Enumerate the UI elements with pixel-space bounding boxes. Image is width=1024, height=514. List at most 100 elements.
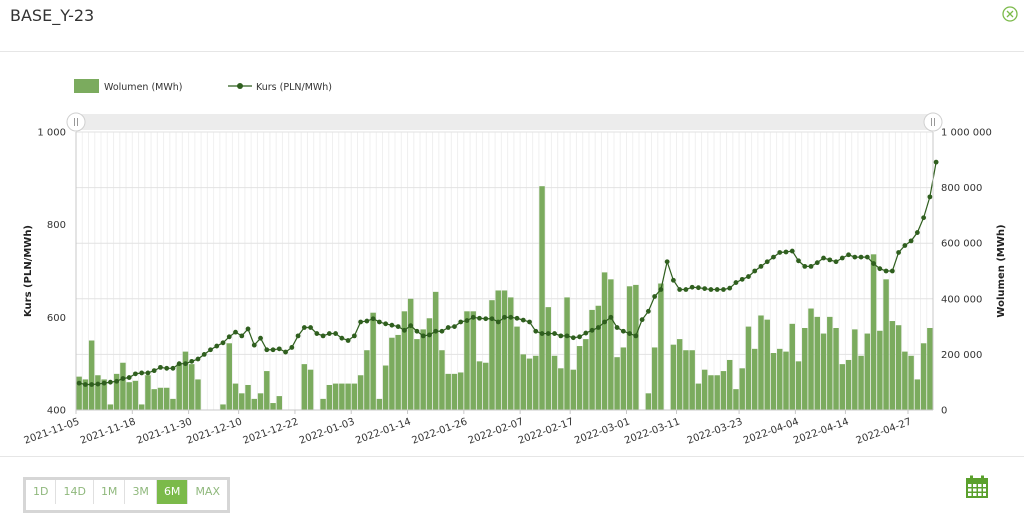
volume-bar xyxy=(608,279,614,410)
navigator-grip-icon xyxy=(931,118,935,126)
volume-bar xyxy=(908,355,914,410)
price-point xyxy=(333,331,339,336)
volume-bar xyxy=(326,384,333,410)
y-right-tick-label: 800 000 xyxy=(941,183,982,194)
volume-bar xyxy=(533,355,539,410)
price-point xyxy=(645,308,651,314)
volume-bar xyxy=(701,369,708,410)
x-tick-label: 2022-01-03 xyxy=(298,416,356,446)
price-point xyxy=(314,331,320,336)
volume-bar xyxy=(370,312,376,410)
volume-bar xyxy=(138,404,145,410)
price-point xyxy=(133,371,138,377)
range-button-14d[interactable]: 14D xyxy=(56,480,94,504)
volume-bar xyxy=(595,305,602,410)
price-point xyxy=(270,347,276,353)
price-point xyxy=(783,249,789,255)
y-right-tick-label: 600 000 xyxy=(941,239,982,250)
price-point xyxy=(170,365,176,371)
volume-bar xyxy=(877,330,883,410)
volume-bar xyxy=(232,383,239,410)
y-left-tick-label: 400 xyxy=(47,406,66,417)
x-tick-label: 2021-11-05 xyxy=(23,416,81,446)
volume-bar xyxy=(113,373,120,410)
x-tick-label: 2022-04-27 xyxy=(855,416,913,446)
y-left-tick-label: 600 xyxy=(47,313,66,324)
price-point xyxy=(614,325,620,330)
price-point xyxy=(908,238,914,244)
y-right-tick-label: 400 000 xyxy=(941,294,982,305)
price-point xyxy=(251,342,257,348)
volume-bar xyxy=(783,351,789,410)
price-point xyxy=(833,259,839,265)
volume-bar xyxy=(620,347,627,410)
price-point xyxy=(470,314,476,320)
price-point xyxy=(639,317,645,323)
volume-bar xyxy=(376,398,383,410)
price-point xyxy=(383,321,389,327)
volume-bar xyxy=(151,389,157,410)
price-point xyxy=(495,319,501,325)
price-point xyxy=(721,287,726,292)
volume-bar xyxy=(601,272,608,410)
volume-bar xyxy=(157,387,164,410)
volume-bar xyxy=(777,348,783,410)
x-tick-label: 2021-12-22 xyxy=(242,416,300,446)
x-tick-label: 2022-02-07 xyxy=(467,416,525,446)
volume-bar xyxy=(401,311,408,410)
range-button-6m[interactable]: 6M xyxy=(156,480,189,504)
volume-bar xyxy=(827,316,833,410)
volume-bar xyxy=(526,358,533,410)
range-button-max[interactable]: MAX xyxy=(195,485,220,498)
volume-bar xyxy=(820,333,827,410)
range-button-1d[interactable]: 1D xyxy=(26,480,57,504)
price-point xyxy=(620,328,626,334)
calendar-icon[interactable] xyxy=(965,475,989,499)
volume-bar xyxy=(714,375,720,410)
price-point xyxy=(896,250,901,255)
price-point xyxy=(264,347,270,353)
price-point xyxy=(558,333,564,339)
price-point xyxy=(370,316,376,322)
volume-bar xyxy=(858,355,864,410)
volume-bar xyxy=(733,389,739,410)
volume-bar xyxy=(307,369,314,410)
price-point xyxy=(921,215,927,221)
range-button-1m[interactable]: 1M xyxy=(94,480,126,504)
price-point xyxy=(827,257,833,263)
close-icon[interactable] xyxy=(1002,6,1018,22)
volume-bar xyxy=(132,380,139,410)
price-point xyxy=(633,333,639,339)
range-button-3m[interactable]: 3M xyxy=(125,480,157,504)
volume-bar xyxy=(895,325,902,410)
price-point xyxy=(564,333,570,339)
price-point xyxy=(389,322,395,328)
price-point xyxy=(214,343,220,349)
price-point xyxy=(326,331,332,336)
price-point xyxy=(339,335,345,341)
volume-bar xyxy=(432,291,439,410)
volume-bar xyxy=(626,286,633,410)
price-point xyxy=(595,325,601,330)
volume-bar xyxy=(845,359,852,410)
price-point xyxy=(82,382,88,387)
x-tick-label: 2022-03-01 xyxy=(573,416,631,446)
volume-bar xyxy=(852,329,858,410)
price-point xyxy=(276,346,282,352)
price-point xyxy=(414,328,420,334)
price-point xyxy=(683,287,689,292)
header-divider xyxy=(0,51,1024,52)
y-right-axis-title: Wolumen (MWh) xyxy=(996,224,1007,317)
volume-bar xyxy=(583,339,589,410)
price-point xyxy=(420,333,426,339)
volume-bar xyxy=(389,337,395,410)
price-point xyxy=(452,324,457,329)
price-point xyxy=(433,328,439,334)
price-point xyxy=(702,286,708,292)
volume-bar xyxy=(927,327,933,410)
volume-bar xyxy=(883,279,889,410)
volume-bar xyxy=(651,347,658,410)
price-point xyxy=(533,328,539,334)
page-title: BASE_Y-23 xyxy=(10,6,95,25)
price-point xyxy=(376,319,382,325)
